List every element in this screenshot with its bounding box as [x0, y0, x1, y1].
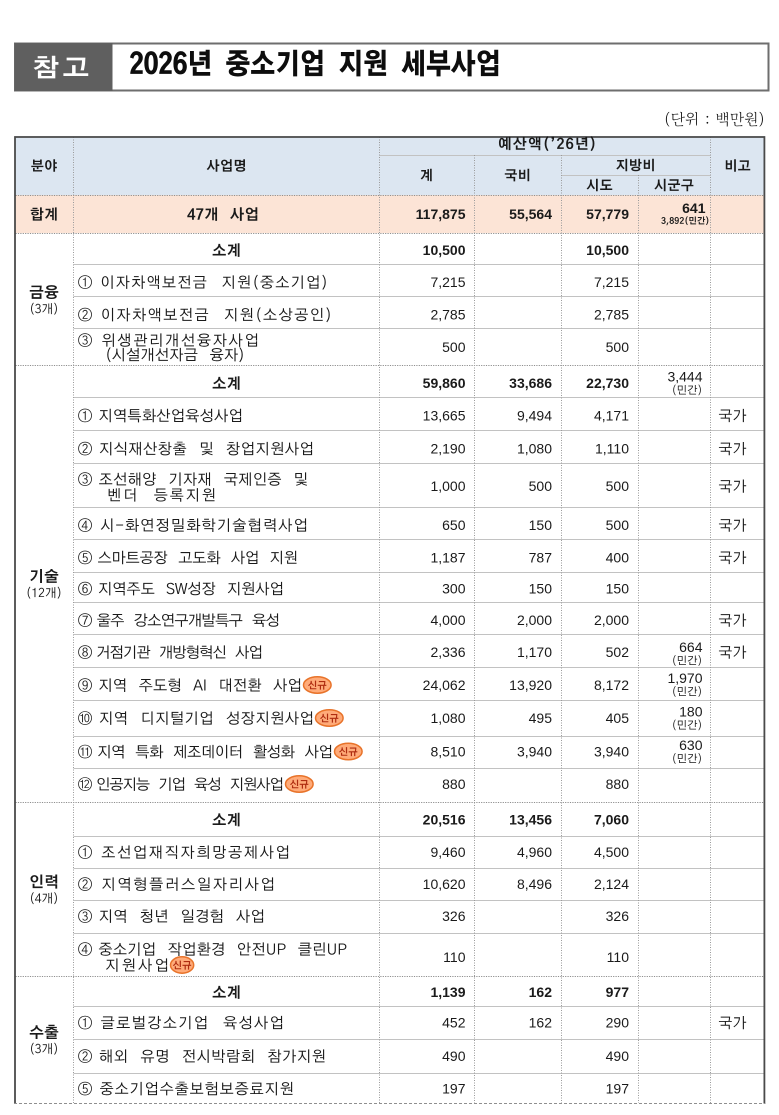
svg-text:10,500: 10,500	[423, 242, 466, 258]
svg-text:4,000: 4,000	[430, 612, 465, 628]
svg-text:787: 787	[529, 549, 553, 565]
svg-text:150: 150	[529, 581, 553, 597]
svg-text:13,665: 13,665	[423, 407, 466, 423]
svg-text:1,187: 1,187	[430, 549, 465, 565]
svg-text:1,970: 1,970	[667, 670, 702, 686]
svg-text:502: 502	[606, 644, 630, 660]
svg-text:3,940: 3,940	[594, 744, 629, 760]
svg-text:400: 400	[606, 549, 630, 565]
svg-text:500: 500	[606, 517, 630, 533]
svg-text:2,785: 2,785	[430, 307, 465, 323]
svg-text:162: 162	[529, 1015, 553, 1031]
svg-text:150: 150	[606, 581, 630, 597]
svg-text:405: 405	[606, 710, 630, 726]
svg-text:3,444: 3,444	[667, 369, 702, 385]
svg-text:197: 197	[606, 1081, 630, 1097]
svg-text:500: 500	[529, 478, 553, 494]
svg-text:2,124: 2,124	[594, 876, 629, 892]
svg-text:2,336: 2,336	[430, 644, 465, 660]
svg-text:630: 630	[679, 737, 703, 753]
svg-text:4,960: 4,960	[517, 844, 552, 860]
svg-text:641: 641	[682, 200, 706, 216]
svg-text:9,460: 9,460	[430, 844, 465, 860]
svg-text:490: 490	[442, 1048, 466, 1064]
svg-text:1,139: 1,139	[430, 984, 465, 1000]
svg-text:1,110: 1,110	[595, 441, 629, 457]
svg-text:9,494: 9,494	[517, 407, 552, 423]
svg-text:3,940: 3,940	[517, 744, 552, 760]
svg-text:110: 110	[443, 949, 466, 965]
svg-text:162: 162	[529, 984, 553, 1000]
svg-text:110: 110	[607, 949, 630, 965]
svg-text:326: 326	[442, 908, 466, 924]
svg-text:290: 290	[606, 1015, 630, 1031]
svg-text:8,510: 8,510	[430, 744, 465, 760]
svg-text:495: 495	[529, 710, 553, 726]
svg-text:1,080: 1,080	[517, 441, 552, 457]
svg-text:500: 500	[442, 339, 466, 355]
svg-text:650: 650	[442, 517, 466, 533]
svg-text:150: 150	[529, 517, 553, 533]
svg-text:1,000: 1,000	[430, 478, 465, 494]
svg-text:20,516: 20,516	[423, 812, 466, 828]
svg-text:490: 490	[606, 1048, 630, 1064]
svg-text:33,686: 33,686	[509, 375, 552, 391]
svg-text:2,000: 2,000	[594, 612, 629, 628]
svg-text:4,500: 4,500	[594, 844, 629, 860]
svg-text:7,215: 7,215	[430, 274, 465, 290]
svg-text:24,062: 24,062	[423, 677, 466, 693]
svg-text:326: 326	[606, 908, 630, 924]
svg-text:13,920: 13,920	[509, 677, 552, 693]
svg-text:880: 880	[606, 776, 630, 792]
svg-text:500: 500	[606, 478, 630, 494]
svg-text:57,779: 57,779	[586, 206, 629, 222]
svg-text:4,171: 4,171	[594, 407, 629, 423]
svg-text:1,080: 1,080	[430, 710, 465, 726]
svg-text:10,500: 10,500	[586, 242, 629, 258]
svg-text:59,860: 59,860	[423, 375, 466, 391]
svg-text:1,170: 1,170	[517, 644, 552, 660]
svg-text:10,620: 10,620	[423, 876, 466, 892]
svg-text:977: 977	[606, 984, 630, 1000]
svg-text:8,496: 8,496	[517, 876, 552, 892]
svg-text:2,785: 2,785	[594, 307, 629, 323]
svg-text:664: 664	[679, 639, 703, 655]
svg-text:13,456: 13,456	[509, 812, 552, 828]
svg-text:7,215: 7,215	[594, 274, 629, 290]
svg-text:2,190: 2,190	[430, 441, 465, 457]
svg-text:880: 880	[442, 776, 466, 792]
svg-text:7,060: 7,060	[594, 812, 629, 828]
svg-text:2,000: 2,000	[517, 612, 552, 628]
svg-text:8,172: 8,172	[594, 677, 629, 693]
svg-text:117,875: 117,875	[416, 206, 466, 222]
svg-text:197: 197	[442, 1081, 466, 1097]
svg-text:180: 180	[679, 704, 703, 720]
svg-text:55,564: 55,564	[509, 206, 552, 222]
svg-text:300: 300	[442, 581, 466, 597]
svg-text:22,730: 22,730	[586, 375, 629, 391]
svg-text:500: 500	[606, 339, 630, 355]
svg-text:452: 452	[442, 1015, 466, 1031]
